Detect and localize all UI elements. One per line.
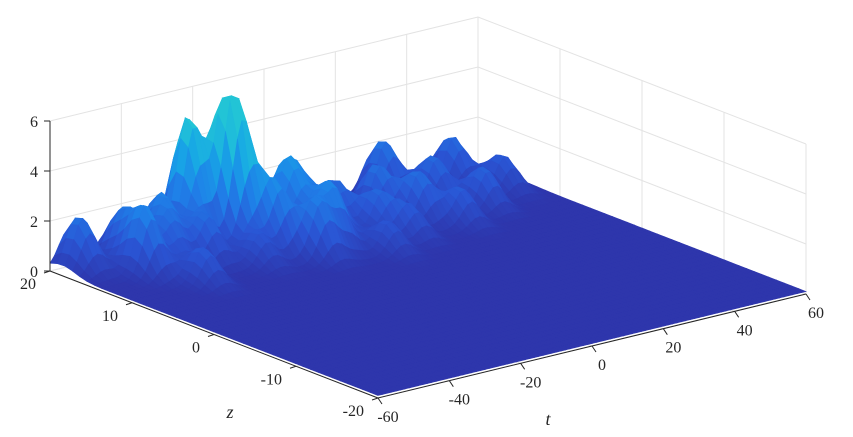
gridline-h [49, 16, 807, 145]
x-tick-label: 60 [808, 305, 824, 322]
x-axis-label: t [545, 409, 551, 429]
y-tick [289, 365, 297, 369]
x-tick-label: 20 [665, 340, 681, 357]
surface-mesh [49, 95, 808, 396]
x-tick-label: -20 [520, 374, 541, 391]
y-tick [125, 302, 133, 306]
x-tick [448, 380, 454, 387]
x-tick-label: -60 [377, 409, 398, 426]
z-tick-label: 2 [30, 214, 38, 231]
z-tick-label: 6 [30, 114, 38, 131]
x-tick [591, 345, 597, 353]
z-tick-label: 0 [30, 264, 38, 281]
x-tick [734, 311, 740, 318]
x-tick-label: 40 [737, 322, 753, 339]
y-tick-label: -20 [343, 403, 364, 420]
x-tick-label: -40 [449, 392, 470, 409]
y-tick-label: 0 [192, 340, 200, 357]
y-tick [207, 334, 215, 337]
x-tick [662, 328, 668, 335]
x-tick [805, 293, 811, 301]
x-tick [520, 363, 526, 370]
y-tick [371, 397, 379, 401]
x-tick-label: 0 [598, 357, 606, 374]
y-tick-label: 10 [102, 308, 118, 325]
z-tick-label: 4 [30, 164, 38, 181]
y-tick-label: -10 [261, 371, 282, 388]
x-tick [377, 397, 383, 405]
y-axis-label: z [225, 402, 233, 422]
